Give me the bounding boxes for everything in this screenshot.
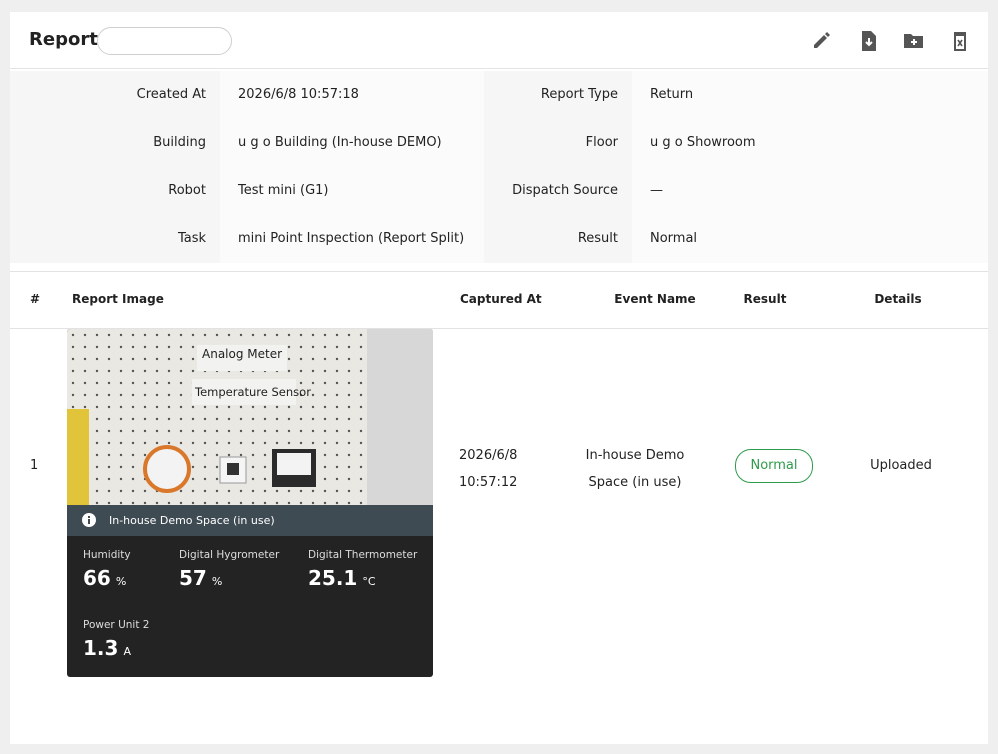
delete-icon[interactable] xyxy=(950,30,972,52)
image-caption: In-house Demo Space (in use) xyxy=(67,505,433,536)
report-image[interactable]: Analog Meter Temperature Sensor In-house… xyxy=(67,329,433,677)
reading: Digital Hygrometer 57% xyxy=(179,549,279,590)
result-badge: Normal xyxy=(735,449,813,483)
caption-text: In-house Demo Space (in use) xyxy=(109,514,275,527)
info-value: u g o Building (In-house DEMO) xyxy=(220,119,484,167)
reading: Power Unit 2 1.3 A xyxy=(83,619,149,660)
reading-unit: % xyxy=(211,575,223,588)
info-label: Report Type xyxy=(484,71,632,119)
header: Report: xyxy=(10,12,988,69)
info-label: Building xyxy=(10,119,220,167)
reading: Digital Thermometer 25.1 °C xyxy=(308,549,417,590)
reading-value: 25.1 °C xyxy=(308,566,417,590)
reading-name: Power Unit 2 xyxy=(83,619,150,631)
reading-unit: °C xyxy=(362,575,376,588)
info-value: u g o Showroom xyxy=(632,119,988,167)
report-name-input[interactable] xyxy=(97,27,232,55)
info-grid: Created At 2026/6/8 10:57:18 Report Type Re… xyxy=(10,69,988,272)
details: Uploaded xyxy=(870,458,932,473)
reading-value: 57% xyxy=(179,566,279,590)
report-card: Report: Created At 2026/6/8 10:57:18 Repor… xyxy=(10,12,988,744)
column-header: Result xyxy=(743,292,787,306)
column-header: Event Name xyxy=(614,292,696,306)
column-header: Report Image xyxy=(72,292,164,306)
column-header: # xyxy=(30,292,41,306)
row-index: 1 xyxy=(30,458,39,473)
add-folder-icon[interactable] xyxy=(903,30,925,52)
reading: Humidity 66% xyxy=(83,549,131,590)
photo-label: Temperature Sensor xyxy=(195,385,311,399)
info-label: Created At xyxy=(10,71,220,119)
column-header: Captured At xyxy=(460,292,542,306)
title: Report: xyxy=(29,29,105,50)
info-value: 2026/6/8 10:57:18 xyxy=(220,71,484,119)
column-header: Details xyxy=(874,292,922,306)
info-label: Floor xyxy=(484,119,632,167)
reading-number: 57 xyxy=(179,566,207,590)
export-icon[interactable] xyxy=(858,30,880,52)
info-value: mini Point Inspection (Report Split) xyxy=(220,215,484,263)
reading-unit: A xyxy=(123,645,131,658)
info-label: Result xyxy=(484,215,632,263)
reading-name: Humidity xyxy=(83,549,131,561)
reading-number: 1.3 xyxy=(83,636,119,660)
captured-time: 10:57:12 xyxy=(459,475,518,490)
edit-icon[interactable] xyxy=(810,30,832,52)
info-value: — xyxy=(632,167,988,215)
info-label: Robot xyxy=(10,167,220,215)
reading-number: 66 xyxy=(83,566,111,590)
reading-name: Digital Thermometer xyxy=(308,549,418,561)
event-name: In-house Demo Space (in use) xyxy=(585,448,685,490)
reading-unit: % xyxy=(115,575,127,588)
reading-value: 66% xyxy=(83,566,131,590)
captured-at: 2026/6/8 10:57:12 xyxy=(459,442,517,496)
info-label: Dispatch Source xyxy=(484,167,632,215)
reading-name: Digital Hygrometer xyxy=(179,549,280,561)
photo-label: Analog Meter xyxy=(202,347,283,361)
divider xyxy=(10,328,988,329)
info-value: Return xyxy=(632,71,988,119)
info-value: Normal xyxy=(632,215,988,263)
reading-value: 1.3 A xyxy=(83,636,149,660)
info-icon xyxy=(82,513,96,527)
captured-date: 2026/6/8 xyxy=(459,448,518,463)
reading-number: 25.1 xyxy=(308,566,358,590)
photo xyxy=(67,329,433,505)
info-label: Task xyxy=(10,215,220,263)
info-value: Test mini (G1) xyxy=(220,167,484,215)
